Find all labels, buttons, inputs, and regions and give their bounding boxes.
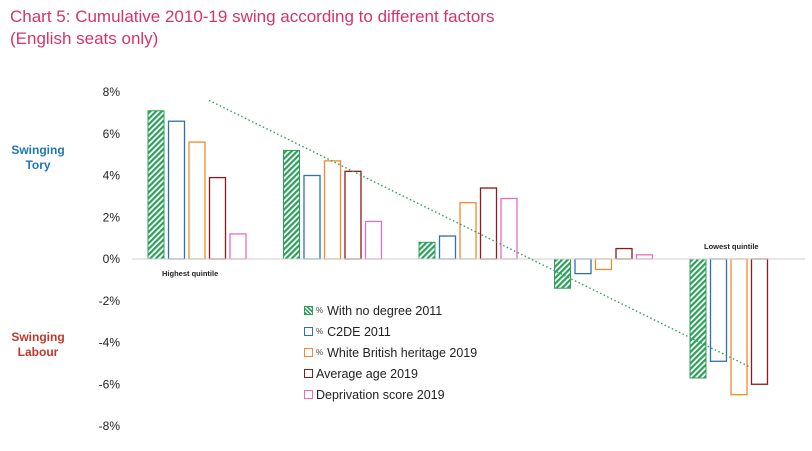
legend-swatch xyxy=(304,327,313,336)
y-tick-label: 8% xyxy=(103,85,121,99)
legend-label: Deprivation score 2019 xyxy=(316,387,445,402)
swinging-tory-label: Swinging Tory xyxy=(8,143,68,173)
category-label: Highest quintile xyxy=(162,269,218,278)
y-tick-label: 6% xyxy=(103,127,121,141)
legend-item: Deprivation score 2019 xyxy=(304,384,477,405)
swinging-tory-line-1: Swinging xyxy=(11,143,65,157)
bar xyxy=(635,254,654,260)
swinging-labour-line-1: Swinging xyxy=(11,330,65,344)
legend-swatch xyxy=(304,369,313,378)
bar xyxy=(167,120,186,260)
swinging-labour-label: Swinging Labour xyxy=(8,330,68,360)
legend-prefix: % xyxy=(316,306,324,315)
legend-swatch xyxy=(304,348,313,357)
legend-label: White British heritage 2019 xyxy=(327,345,478,360)
bar xyxy=(574,258,592,275)
y-tick-label: -8% xyxy=(99,419,121,433)
y-tick-label: -4% xyxy=(99,336,121,350)
legend-item: % White British heritage 2019 xyxy=(304,342,477,363)
legend-item: % With no degree 2011 xyxy=(304,300,477,321)
bar xyxy=(323,160,342,260)
category-label: Lowest quintile xyxy=(704,242,759,251)
bar xyxy=(188,141,206,260)
legend-swatch xyxy=(304,390,313,399)
legend-label: With no degree 2011 xyxy=(327,303,443,318)
y-tick-label: -2% xyxy=(99,294,121,308)
bar xyxy=(344,170,362,260)
swinging-tory-line-2: Tory xyxy=(25,158,51,172)
legend-item: % C2DE 2011 xyxy=(304,321,477,342)
chart-title-line-2: (English seats only) xyxy=(10,29,159,48)
bar xyxy=(438,235,457,260)
bar xyxy=(479,187,498,260)
bar xyxy=(594,258,613,271)
legend-swatch xyxy=(304,306,313,315)
bar xyxy=(283,149,300,260)
chart-title-line-1: Chart 5: Cumulative 2010-19 swing accord… xyxy=(10,7,495,26)
bar xyxy=(459,201,477,260)
y-tick-label: 2% xyxy=(103,210,121,224)
bar xyxy=(229,233,247,260)
bar xyxy=(364,220,383,260)
bar xyxy=(730,258,748,396)
chart-legend: % With no degree 2011% C2DE 2011% White Bri… xyxy=(304,300,477,405)
trend-line xyxy=(208,99,752,369)
bar xyxy=(750,258,769,385)
bar xyxy=(554,258,571,289)
legend-label: Average age 2019 xyxy=(316,366,418,381)
chart-title: Chart 5: Cumulative 2010-19 swing accord… xyxy=(10,6,494,50)
bar xyxy=(500,197,518,260)
bar xyxy=(709,258,728,362)
legend-item: Average age 2019 xyxy=(304,363,477,384)
legend-prefix: % xyxy=(316,327,324,336)
bar xyxy=(147,110,165,260)
y-tick-label: 0% xyxy=(103,252,121,266)
bar xyxy=(615,247,633,260)
y-tick-label: -6% xyxy=(99,377,121,391)
bar xyxy=(303,174,321,260)
bar xyxy=(208,176,227,260)
bar xyxy=(418,241,436,260)
swinging-labour-line-2: Labour xyxy=(17,345,59,359)
legend-prefix: % xyxy=(316,348,324,357)
bar xyxy=(689,258,707,379)
legend-label: C2DE 2011 xyxy=(327,324,391,339)
y-tick-label: 4% xyxy=(103,169,121,183)
